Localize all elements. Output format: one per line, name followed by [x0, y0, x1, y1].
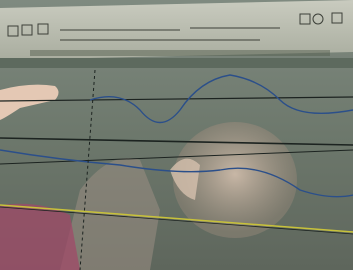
- photo: [0, 0, 353, 270]
- ruler: [0, 58, 353, 68]
- page: (() => { const data = JSON.parse(documen…: [0, 0, 353, 270]
- toolbar-labels: [30, 50, 330, 56]
